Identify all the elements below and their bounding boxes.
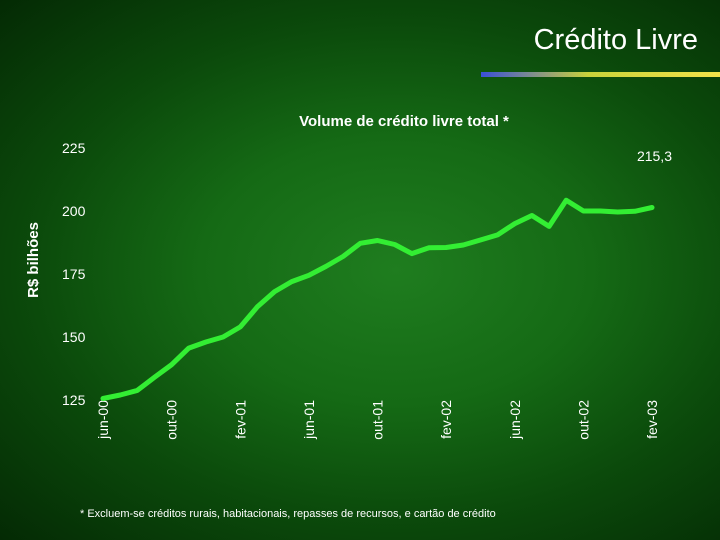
x-tick-label: out-01	[370, 400, 386, 440]
x-tick-labels: jun-00 out-00 fev-01 jun-01 out-01 fev-02 jun-…	[95, 400, 660, 440]
data-point	[478, 238, 483, 242]
y-axis-label: R$ bilhões	[25, 222, 42, 298]
data-point	[358, 241, 363, 246]
data-point	[238, 324, 243, 329]
data-point	[272, 289, 277, 294]
y-tick-label: 150	[62, 329, 86, 345]
data-point	[341, 254, 346, 259]
title-underline	[481, 72, 720, 77]
chart-title: Volume de crédito livre total *	[299, 113, 509, 130]
series-line	[100, 197, 655, 401]
data-point	[409, 251, 414, 256]
data-point	[101, 396, 105, 401]
data-point	[118, 393, 123, 397]
data-point	[289, 279, 294, 284]
data-point	[135, 388, 140, 393]
end-value-label: 215,3	[637, 148, 672, 164]
x-tick-label: out-02	[575, 400, 591, 440]
data-point	[564, 198, 569, 203]
data-point	[203, 340, 208, 344]
data-point	[650, 205, 654, 210]
data-point	[392, 242, 397, 247]
data-point	[547, 224, 552, 229]
y-tick-label: 175	[62, 266, 86, 282]
data-point	[598, 209, 603, 213]
y-tick-label: 125	[62, 392, 86, 408]
x-tick-label: fev-01	[232, 400, 248, 439]
x-tick-label: jun-01	[301, 400, 317, 440]
data-point	[221, 335, 226, 339]
data-point	[427, 245, 431, 250]
data-point	[581, 209, 586, 213]
data-point	[461, 243, 466, 247]
data-point	[512, 221, 517, 226]
x-tick-label: fev-02	[438, 400, 454, 439]
y-tick-label: 225	[62, 140, 86, 156]
data-point	[186, 346, 191, 351]
data-point	[169, 362, 174, 367]
data-point	[632, 209, 637, 214]
footnote: * Excluem-se créditos rurais, habitacion…	[80, 508, 496, 520]
data-point	[444, 245, 449, 250]
x-tick-label: fev-03	[644, 400, 660, 439]
data-point	[615, 210, 620, 214]
x-tick-label: out-00	[164, 400, 180, 440]
y-tick-label: 200	[62, 203, 86, 219]
data-point	[529, 213, 534, 218]
y-tick-labels: 225 200 175 150 125	[62, 140, 86, 408]
data-point	[495, 232, 500, 237]
data-point	[375, 238, 380, 243]
series-layer	[100, 197, 655, 401]
x-tick-label: jun-00	[95, 400, 111, 440]
x-tick-label: jun-02	[507, 400, 523, 440]
slide-title: Crédito Livre	[533, 24, 698, 56]
data-point	[306, 273, 311, 278]
data-point	[255, 304, 260, 309]
data-point	[324, 264, 328, 269]
data-point	[152, 375, 157, 380]
